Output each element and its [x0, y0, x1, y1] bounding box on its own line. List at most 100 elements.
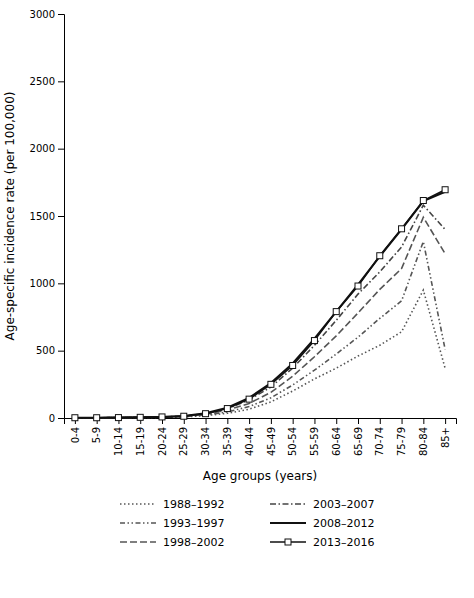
legend-item: 1993–1997 [120, 517, 225, 530]
tick-mark [227, 418, 228, 424]
x-tick: 10-14 [113, 418, 124, 456]
y-axis: 0 500 1000 1500 2000 2500 3000 [30, 9, 65, 424]
tick-label: 500 [36, 345, 55, 356]
x-tick: 45-49 [266, 418, 277, 456]
series-line [75, 190, 445, 418]
series-line [75, 192, 445, 418]
point-marker [224, 406, 230, 412]
tick-label: 30-34 [200, 427, 211, 456]
x-tick: 40-44 [244, 418, 255, 456]
point-marker [420, 198, 426, 204]
tick-label: 40-44 [244, 427, 255, 456]
y-tick: 2000 [30, 143, 64, 154]
tick-mark [336, 418, 337, 424]
x-tick: 35-39 [222, 418, 233, 456]
x-tick: 60-64 [331, 418, 342, 456]
tick-mark [314, 418, 315, 424]
tick-mark [206, 418, 207, 424]
point-marker [203, 411, 209, 417]
legend-label: 2008–2012 [313, 517, 375, 530]
x-tick: 15-19 [135, 418, 146, 456]
tick-label: 0 [49, 413, 55, 424]
tick-mark [249, 418, 250, 424]
legend-item: 1998–2002 [120, 536, 225, 549]
x-tick: 30-34 [200, 418, 211, 456]
tick-label: 1500 [30, 211, 55, 222]
tick-mark [271, 418, 272, 424]
series-line [75, 290, 445, 418]
x-tick: 5-9 [91, 418, 102, 443]
tick-label: 55-59 [309, 427, 320, 456]
point-marker [181, 413, 187, 419]
y-tick: 2500 [30, 76, 64, 87]
tick-label: 45-49 [266, 427, 277, 456]
tick-mark [358, 418, 359, 424]
x-axis-title: Age groups (years) [203, 469, 317, 483]
tick-label: 10-14 [113, 427, 124, 456]
series-group [72, 187, 448, 421]
axis-line [65, 419, 457, 425]
y-tick: 0 [49, 413, 64, 424]
legend-swatch [270, 503, 306, 505]
series-line [75, 217, 445, 417]
y-tick: 1500 [30, 211, 64, 222]
tick-label: 70-74 [374, 427, 385, 456]
point-marker [311, 338, 317, 344]
tick-label: 20-24 [157, 427, 168, 456]
legend-swatch [270, 522, 306, 524]
x-tick: 70-74 [374, 418, 385, 456]
x-tick: 75-79 [396, 418, 407, 456]
y-tick: 500 [36, 345, 64, 356]
tick-mark [445, 418, 446, 424]
x-tick: 50-54 [287, 418, 298, 456]
tick-mark [423, 418, 424, 424]
point-marker [246, 396, 252, 402]
point-marker [290, 362, 296, 368]
tick-label: 35-39 [222, 427, 233, 456]
tick-label: 85+ [440, 427, 451, 448]
point-marker [399, 226, 405, 232]
point-marker [137, 414, 143, 420]
legend-marker [285, 539, 291, 545]
legend-label: 1988–1992 [163, 498, 225, 511]
x-tick: 20-24 [157, 418, 168, 456]
series-line [75, 205, 445, 418]
point-marker [159, 414, 165, 420]
x-tick: 80-84 [418, 418, 429, 456]
tick-label: 80-84 [418, 427, 429, 456]
point-marker [268, 381, 274, 387]
tick-label: 60-64 [331, 427, 342, 456]
tick-label: 25-29 [178, 427, 189, 456]
legend: 1988–1992 1993–1997 1998–2002 2003–2007 2008… [120, 498, 375, 549]
tick-label: 1000 [30, 278, 55, 289]
y-tick: 3000 [30, 9, 64, 20]
tick-label: 65-69 [353, 427, 364, 456]
legend-swatch [120, 541, 156, 543]
x-tick: 0-4 [70, 418, 81, 443]
tick-label: 5-9 [91, 427, 102, 443]
point-marker [333, 309, 339, 315]
point-marker [355, 283, 361, 289]
legend-item: 1988–1992 [120, 498, 225, 511]
legend-label: 1998–2002 [163, 536, 225, 549]
tick-label: 0-4 [70, 427, 81, 443]
tick-mark [58, 81, 64, 82]
tick-mark [293, 418, 294, 424]
point-marker [94, 415, 100, 421]
x-axis: 0-4 5-9 10-14 15-19 20-24 25-29 30-34 35-39 40-4… [65, 418, 457, 456]
plot-area: 0 500 1000 1500 2000 2500 3000 0-4 5-9 10-14 15-19… [3, 9, 457, 483]
legend-item: 2013–2016 [270, 536, 375, 549]
y-tick: 1000 [30, 278, 64, 289]
legend-label: 1993–1997 [163, 517, 225, 530]
x-tick: 85+ [440, 418, 451, 448]
y-axis-title: Age-specific incidence rate (per 100,000… [3, 92, 17, 341]
tick-mark [58, 14, 64, 15]
tick-mark [58, 216, 64, 217]
tick-label: 75-79 [396, 427, 407, 456]
legend-item: 2003–2007 [270, 498, 375, 511]
tick-mark [58, 418, 64, 419]
legend-swatch [120, 503, 156, 505]
chart: 0 500 1000 1500 2000 2500 3000 0-4 5-9 10-14 15-19… [0, 0, 474, 598]
legend-item: 2008–2012 [270, 517, 375, 530]
tick-label: 50-54 [287, 427, 298, 456]
